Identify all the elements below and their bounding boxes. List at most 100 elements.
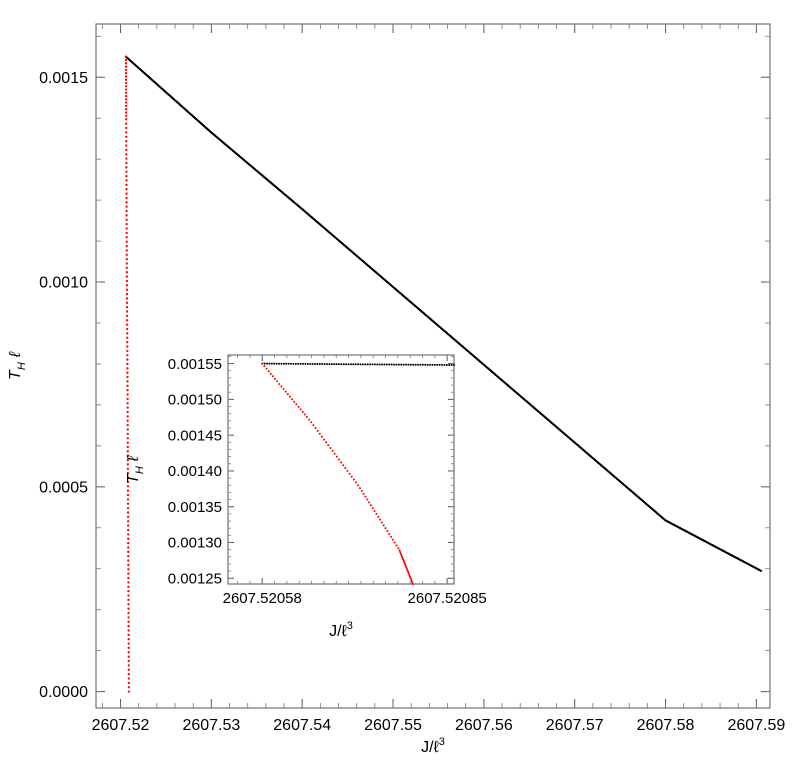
data-point — [126, 332, 129, 335]
data-point — [280, 385, 283, 388]
data-point — [400, 363, 403, 366]
data-point — [293, 400, 296, 403]
data-point — [333, 452, 336, 455]
data-point — [759, 569, 763, 572]
main-plot-frame — [95, 23, 771, 709]
main-y-axis-label: THℓ — [7, 351, 28, 380]
data-point — [340, 363, 343, 366]
data-point — [429, 363, 432, 366]
data-point — [126, 480, 130, 484]
data-point — [127, 681, 130, 685]
data-point — [400, 555, 403, 558]
data-point — [347, 363, 350, 366]
data-point — [453, 364, 455, 367]
data-point — [126, 493, 130, 497]
data-point — [362, 492, 365, 495]
data-point — [360, 489, 363, 492]
data-point — [414, 363, 417, 366]
data-point — [127, 598, 130, 602]
data-point — [405, 566, 408, 569]
data-point — [127, 672, 130, 676]
data-point — [433, 363, 436, 366]
data-point — [126, 354, 129, 357]
data-point — [127, 603, 130, 606]
data-point — [286, 393, 289, 396]
data-point — [127, 646, 130, 650]
data-point — [297, 405, 300, 408]
data-point — [126, 380, 129, 383]
data-point — [125, 306, 129, 309]
data-point — [357, 484, 360, 487]
data-point — [417, 363, 420, 366]
data-point — [125, 275, 129, 278]
data-point — [382, 524, 385, 527]
data-point — [126, 467, 130, 470]
data-point — [399, 550, 402, 553]
data-point — [127, 537, 130, 540]
x-tick-label: 2607.59 — [727, 717, 785, 734]
y-tick-label: 0.00130 — [168, 535, 222, 552]
data-point — [377, 515, 380, 518]
data-point — [125, 240, 128, 243]
data-point — [448, 363, 451, 366]
data-point — [397, 363, 400, 366]
data-point — [335, 363, 338, 366]
data-point — [125, 148, 128, 152]
data-point — [127, 690, 131, 693]
data-point — [126, 375, 129, 379]
data-point — [409, 576, 412, 579]
inset-ticks — [228, 355, 454, 584]
inset-y-axis-label: THℓ — [125, 455, 146, 484]
data-point — [126, 485, 130, 488]
data-point — [352, 363, 355, 366]
data-point — [291, 398, 294, 401]
data-point — [127, 528, 130, 532]
data-point — [268, 362, 271, 365]
y-tick-label: 0.0010 — [39, 275, 88, 292]
data-point — [125, 310, 129, 313]
data-point — [126, 441, 129, 444]
data-point — [125, 266, 128, 269]
data-point — [266, 362, 269, 365]
series-1 — [124, 55, 131, 693]
data-point — [403, 561, 406, 564]
data-point — [125, 227, 128, 230]
data-point — [124, 85, 128, 88]
data-point — [348, 472, 351, 475]
data-point — [337, 458, 340, 461]
data-point — [331, 449, 334, 452]
data-point — [125, 288, 129, 291]
series-1 — [261, 362, 414, 585]
data-point — [125, 183, 128, 186]
data-point — [124, 101, 128, 104]
y-tick-label: 0.0005 — [39, 479, 88, 496]
data-point — [304, 362, 307, 365]
data-point — [126, 358, 129, 361]
data-point — [124, 58, 128, 62]
data-point — [126, 524, 130, 527]
data-point — [274, 377, 277, 380]
data-point — [126, 397, 129, 401]
data-point — [314, 426, 317, 429]
data-point — [127, 655, 130, 658]
data-point — [288, 395, 291, 398]
data-point — [125, 135, 128, 138]
data-point — [445, 363, 448, 366]
data-point — [127, 568, 130, 571]
data-point — [269, 372, 272, 375]
data-point — [127, 642, 130, 645]
data-point — [318, 432, 321, 435]
x-tick-label: 2607.56 — [455, 717, 513, 734]
data-point — [125, 253, 128, 256]
data-point — [127, 624, 130, 628]
data-point — [426, 363, 429, 366]
data-point — [263, 365, 266, 368]
data-point — [125, 201, 128, 204]
data-point — [127, 638, 130, 641]
data-point — [127, 677, 130, 680]
x-tick-label: 2607.52 — [92, 717, 150, 734]
data-point — [333, 363, 336, 366]
data-point — [337, 363, 340, 366]
y-tick-label: 0.0015 — [39, 70, 88, 87]
data-point — [287, 362, 290, 365]
